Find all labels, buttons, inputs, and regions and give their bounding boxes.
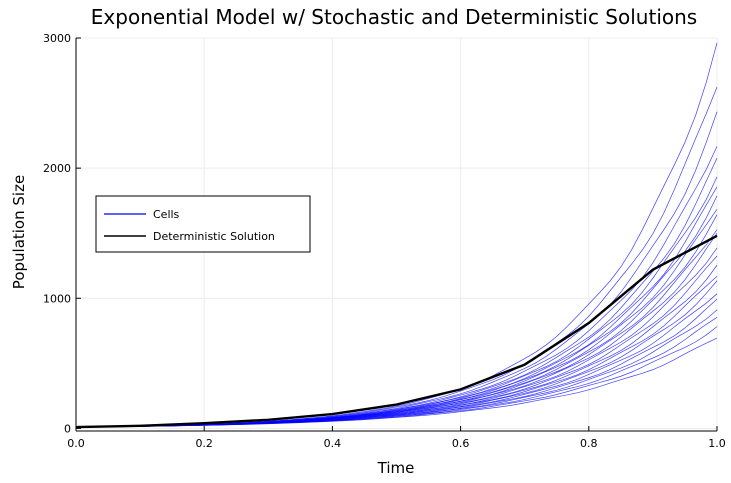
legend: Cells Deterministic Solution bbox=[95, 195, 311, 253]
x-tick-label: 0.6 bbox=[452, 437, 470, 450]
x-tick-label: 1.0 bbox=[708, 437, 726, 450]
cells-series-line bbox=[75, 229, 718, 428]
cells-series-line bbox=[75, 255, 718, 428]
y-ticks: 0 1000 2000 3000 bbox=[43, 32, 81, 435]
y-tick-label: 2000 bbox=[43, 162, 71, 175]
legend-cells-label: Cells bbox=[153, 208, 180, 221]
x-tick-label: 0.2 bbox=[195, 437, 213, 450]
x-ticks: 0.0 0.2 0.4 0.6 0.8 1.0 bbox=[67, 426, 726, 450]
cells-series-line bbox=[75, 233, 718, 428]
cells-series-line bbox=[75, 298, 718, 428]
axes bbox=[75, 38, 717, 432]
deterministic-series-line bbox=[75, 234, 718, 429]
cells-series-line bbox=[75, 146, 718, 428]
grid bbox=[75, 37, 718, 431]
x-axis-label: Time bbox=[377, 459, 415, 477]
legend-deterministic-label: Deterministic Solution bbox=[153, 230, 275, 243]
x-tick-label: 0.8 bbox=[580, 437, 598, 450]
cells-series bbox=[75, 42, 718, 428]
y-tick-label: 3000 bbox=[43, 32, 71, 45]
y-axis-label: Population Size bbox=[10, 175, 28, 289]
cells-series-line bbox=[75, 265, 718, 428]
x-tick-label: 0.0 bbox=[67, 437, 85, 450]
x-tick-label: 0.4 bbox=[324, 437, 342, 450]
legend-box bbox=[95, 195, 311, 253]
y-tick-label: 0 bbox=[64, 422, 71, 435]
y-tick-label: 1000 bbox=[43, 292, 71, 305]
chart-title: Exponential Model w/ Stochastic and Dete… bbox=[91, 5, 697, 29]
